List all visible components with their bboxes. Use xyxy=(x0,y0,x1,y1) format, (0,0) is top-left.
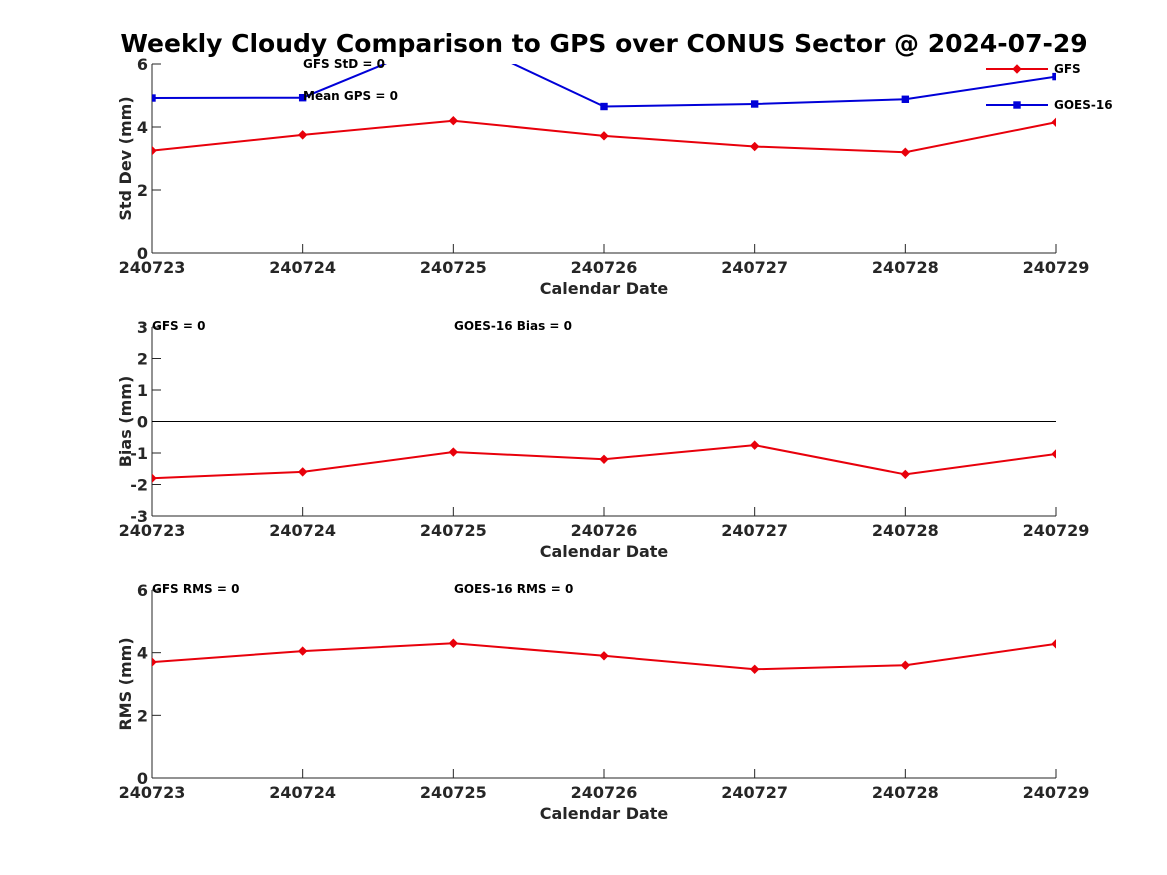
data-point xyxy=(297,130,308,140)
data-point xyxy=(152,657,157,667)
data-point xyxy=(1051,639,1056,649)
data-point xyxy=(448,638,459,648)
data-point xyxy=(749,141,760,152)
stat-annotation: GFS = 0 xyxy=(152,319,205,333)
y-tick-label: 2 xyxy=(137,350,148,369)
figure-title: Weekly Cloudy Comparison to GPS over CON… xyxy=(120,29,1087,58)
data-point xyxy=(1051,117,1056,127)
series-gfs xyxy=(152,440,1056,483)
chart-panel-rms: 0 2 4 6 240723 240724 240725 240726 240727 240728… xyxy=(116,581,1089,823)
data-point xyxy=(297,467,308,477)
x-tick-label: 240728 xyxy=(872,258,939,277)
legend: GFS GOES-16 xyxy=(986,62,1113,112)
x-tick-label: 240729 xyxy=(1023,258,1090,277)
data-point xyxy=(599,651,609,661)
x-tick-label: 240724 xyxy=(269,521,336,540)
y-tick-label: 2 xyxy=(137,181,148,200)
x-tick-label: 240723 xyxy=(119,258,186,277)
data-point xyxy=(448,447,459,457)
legend-marker xyxy=(1013,101,1021,109)
series-gfs xyxy=(152,638,1056,674)
data-point xyxy=(152,94,156,102)
data-point xyxy=(599,454,609,465)
x-tick-label: 240727 xyxy=(721,521,788,540)
data-point xyxy=(901,95,910,103)
x-tick-label: 240725 xyxy=(420,521,487,540)
x-tick-label: 240728 xyxy=(872,521,939,540)
data-point xyxy=(900,469,911,480)
x-tick-label: 240726 xyxy=(571,258,638,277)
x-axis-label: Calendar Date xyxy=(540,542,669,561)
y-tick-label: -3 xyxy=(130,507,148,526)
y-axis-label: RMS (mm) xyxy=(116,637,135,730)
y-tick-label: 0 xyxy=(137,413,148,432)
x-tick-label: 240723 xyxy=(119,783,186,802)
stat-annotation: Mean GPS = 0 xyxy=(303,89,398,103)
x-tick-label: 240724 xyxy=(269,783,336,802)
chart-panel-std-dev: 0 2 4 6 240723 240724 240725 240726 240727 240728… xyxy=(116,55,1113,298)
y-tick-label: 6 xyxy=(137,55,148,74)
x-tick-label: 240725 xyxy=(420,783,487,802)
y-tick-label: 3 xyxy=(137,318,148,337)
stat-annotation: GFS StD = 0 xyxy=(303,57,385,71)
y-axis-label: Bias (mm) xyxy=(116,376,135,468)
y-tick-label: -1 xyxy=(130,444,148,463)
data-point xyxy=(448,115,459,126)
y-tick-label: 1 xyxy=(137,381,148,400)
panels: 0 2 4 6 240723 240724 240725 240726 240727 240728… xyxy=(116,55,1113,823)
data-point xyxy=(749,440,760,450)
y-tick-label: 2 xyxy=(137,706,148,725)
legend-label: GOES-16 xyxy=(1054,98,1113,112)
x-tick-label: 240729 xyxy=(1023,521,1090,540)
chart-panel-bias: -3 -2 -1 0 1 2 3 240723 240724 240725 240726 240727… xyxy=(116,318,1089,561)
x-tick-label: 240727 xyxy=(721,258,788,277)
data-point xyxy=(600,102,608,111)
data-point xyxy=(152,145,157,156)
x-tick-label: 240726 xyxy=(571,783,638,802)
y-tick-label: 0 xyxy=(137,769,148,788)
x-tick-label: 240728 xyxy=(872,783,939,802)
y-tick-label: 4 xyxy=(137,118,148,137)
data-point xyxy=(298,94,307,102)
y-tick-label: -2 xyxy=(130,476,148,495)
data-point xyxy=(599,131,609,141)
y-tick-label: 0 xyxy=(137,244,148,263)
data-point xyxy=(750,100,759,108)
y-tick-label: 4 xyxy=(137,644,148,663)
data-point xyxy=(900,147,911,157)
data-point xyxy=(749,664,760,674)
x-tick-label: 240725 xyxy=(420,258,487,277)
stat-annotation: GFS RMS = 0 xyxy=(152,582,239,596)
data-point xyxy=(297,646,308,656)
series-goes-16 xyxy=(152,64,1056,111)
stat-annotation: GOES-16 Bias = 0 xyxy=(454,319,572,333)
y-tick-label: 6 xyxy=(137,581,148,600)
data-point xyxy=(1052,72,1056,81)
x-axis-label: Calendar Date xyxy=(540,279,669,298)
x-tick-label: 240729 xyxy=(1023,783,1090,802)
x-tick-label: 240726 xyxy=(571,521,638,540)
x-tick-label: 240727 xyxy=(721,783,788,802)
data-point xyxy=(152,473,157,483)
data-point xyxy=(900,660,911,670)
x-tick-label: 240723 xyxy=(119,521,186,540)
data-point xyxy=(1051,449,1056,459)
y-axis-label: Std Dev (mm) xyxy=(116,96,135,220)
x-axis-label: Calendar Date xyxy=(540,804,669,823)
legend-label: GFS xyxy=(1054,62,1081,76)
series-gfs xyxy=(152,115,1056,157)
x-tick-label: 240724 xyxy=(269,258,336,277)
stat-annotation: GOES-16 RMS = 0 xyxy=(454,582,573,596)
legend-marker xyxy=(1012,64,1022,74)
